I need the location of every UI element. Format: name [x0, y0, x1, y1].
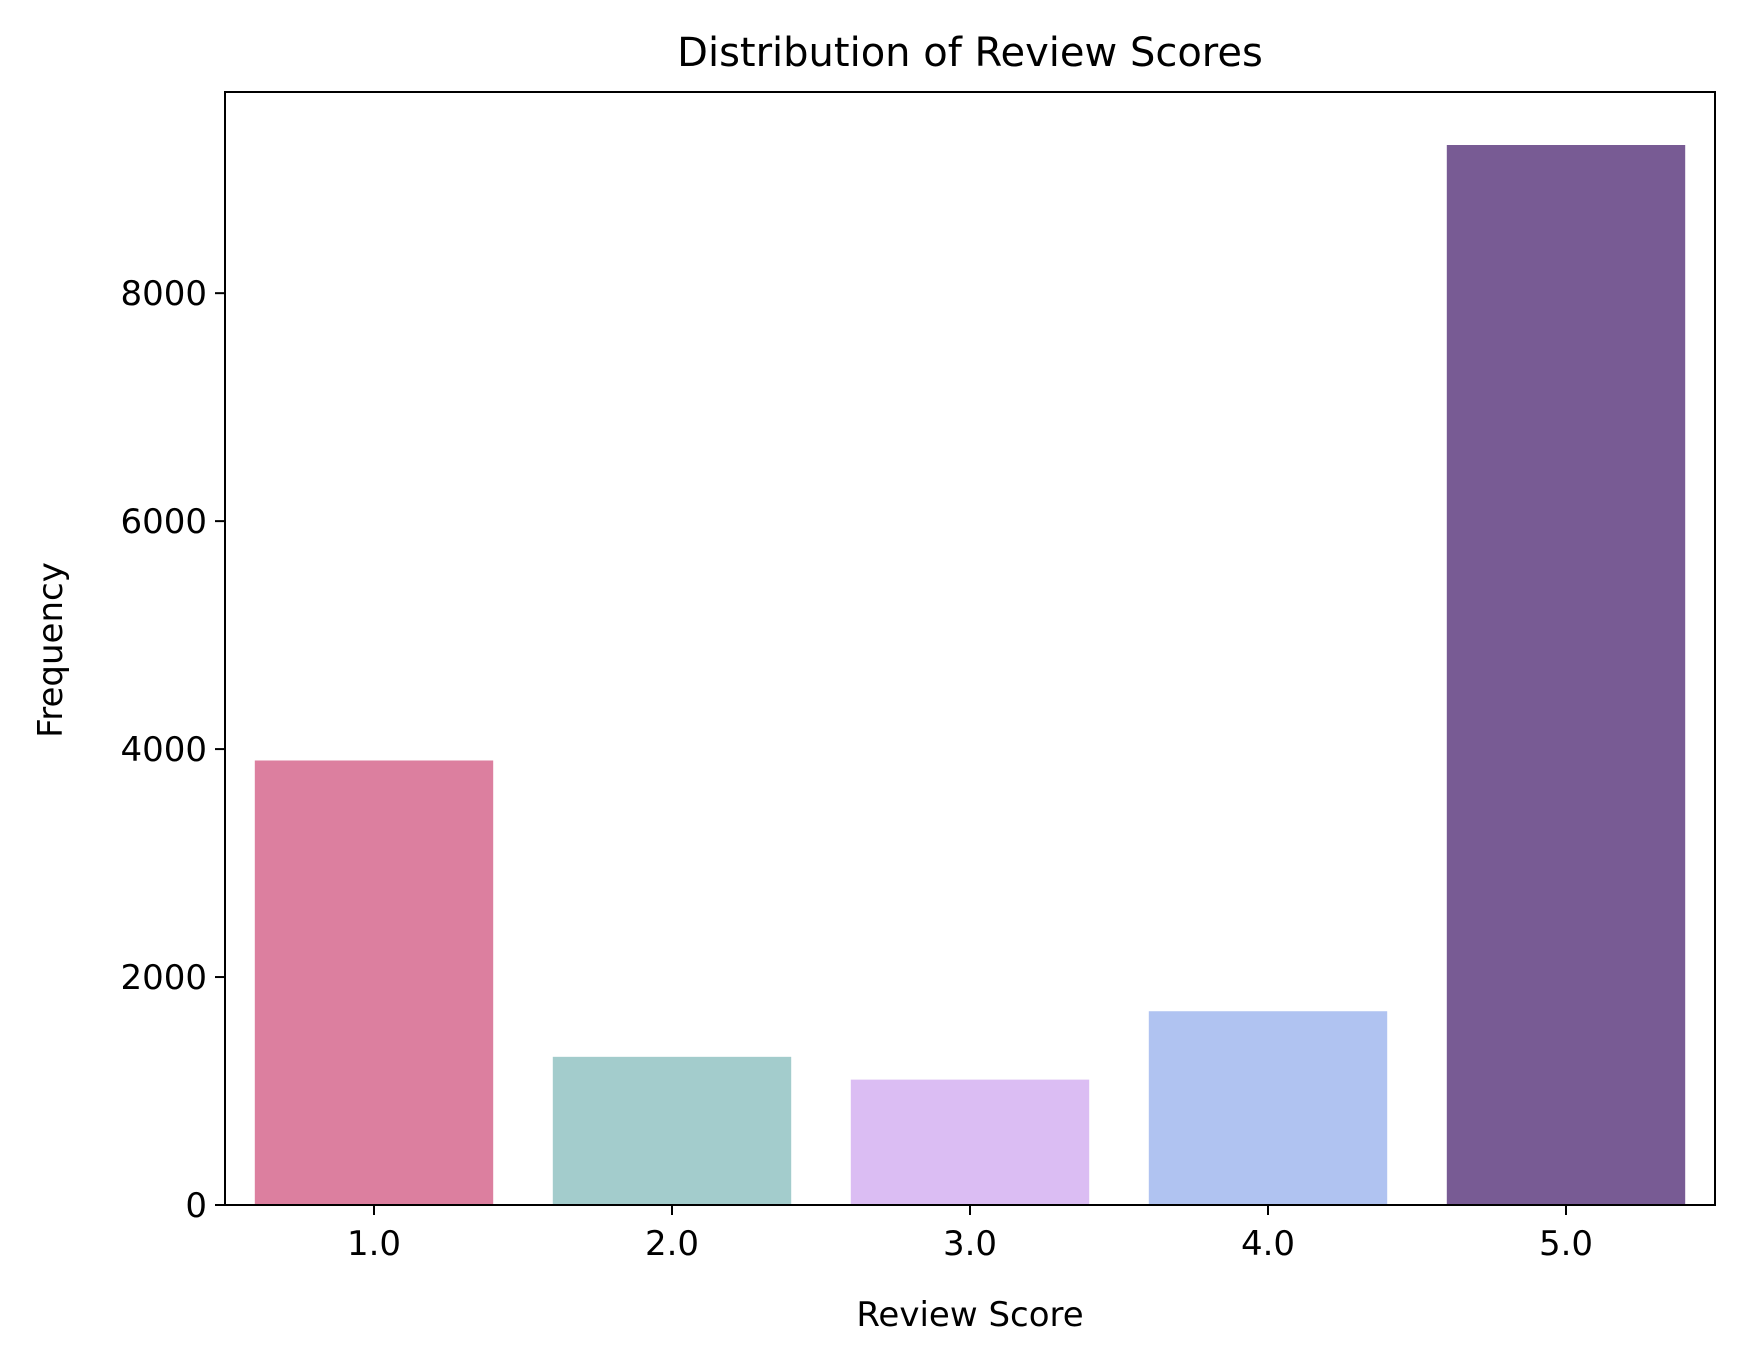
bar-1-0	[254, 760, 494, 1205]
bar-4-0	[1148, 1011, 1388, 1205]
y-tick-label: 6000	[120, 502, 207, 542]
x-axis-label: Review Score	[856, 1295, 1083, 1335]
x-tick-label: 2.0	[645, 1224, 699, 1264]
y-tick-label: 2000	[120, 958, 207, 998]
plot-frame	[224, 91, 1716, 1206]
y-axis-label: Frequency	[31, 562, 71, 738]
chart-title: Distribution of Review Scores	[677, 30, 1263, 76]
y-tick-label: 0	[185, 1186, 207, 1226]
bar-3-0	[850, 1079, 1090, 1205]
x-tick-label: 1.0	[347, 1224, 401, 1264]
x-tick-label: 5.0	[1539, 1224, 1593, 1264]
bars-layer	[254, 145, 1686, 1205]
bar-5-0	[1446, 145, 1686, 1205]
x-tick-label: 4.0	[1241, 1224, 1295, 1264]
y-tick-label: 4000	[120, 730, 207, 770]
y-tick-label: 8000	[120, 274, 207, 314]
y-axis: 0 2000 4000 6000 8000	[120, 274, 225, 1226]
x-axis: 1.0 2.0 3.0 4.0 5.0	[347, 1205, 1593, 1264]
x-tick-label: 3.0	[943, 1224, 997, 1264]
bar-2-0	[552, 1056, 792, 1205]
